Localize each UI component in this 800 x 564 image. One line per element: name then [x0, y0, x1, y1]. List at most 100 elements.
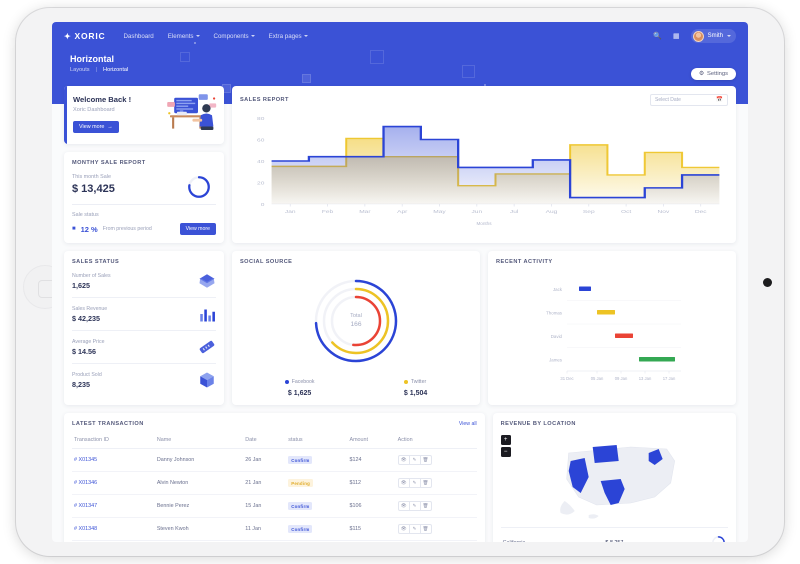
legend-color-dot — [403, 380, 408, 384]
cell-status: Pending — [286, 471, 348, 495]
decor-square-1 — [180, 52, 190, 62]
chevron-down-icon — [727, 35, 731, 37]
svg-text:40: 40 — [257, 160, 264, 165]
recent-activity-card: RECENT ACTIVITY Jack Thomas David James 31 D… — [488, 251, 736, 405]
cell-transaction-id[interactable]: # X01346 — [72, 471, 155, 495]
brand-logo[interactable]: ✦ XORIC — [64, 31, 105, 41]
row-actions: 👁 ✎ 🗑 — [397, 524, 432, 534]
nav-label: Dashboard — [123, 32, 154, 40]
trash-icon[interactable]: 🗑 — [419, 455, 432, 465]
sales-status-value: $ 14.56 — [72, 346, 96, 356]
dashboard-content: Welcome Back ! Xoric Dashboard View more… — [52, 86, 748, 542]
pencil-icon[interactable]: ✎ — [408, 455, 421, 465]
cell-name: Bryan Roark — [154, 540, 244, 542]
column-action: Action — [395, 432, 477, 449]
cell-amount: $124 — [347, 448, 396, 472]
zoom-in-button[interactable]: + — [500, 435, 511, 445]
workspace-illustration — [167, 94, 217, 130]
map-state-california[interactable] — [568, 458, 589, 493]
svg-text:Jun: Jun — [472, 210, 483, 215]
trash-icon[interactable]: 🗑 — [419, 524, 432, 534]
svg-text:05 Jan: 05 Jan — [591, 376, 604, 381]
welcome-view-more-button[interactable]: View more → — [73, 121, 119, 133]
settings-label: Settings — [707, 71, 728, 77]
decor-dot-3 — [484, 84, 486, 86]
latest-transaction-header: LATEST TRANSACTION View all — [72, 421, 477, 427]
cell-transaction-id[interactable]: # X01345 — [72, 448, 155, 472]
pencil-icon[interactable]: ✎ — [408, 478, 421, 488]
nav-label: Extra pages — [268, 32, 302, 40]
location-value: $ 8,257 — [605, 540, 681, 543]
date-picker[interactable]: Select Date 📅 — [650, 94, 728, 106]
svg-text:60: 60 — [257, 138, 264, 143]
svg-text:80: 80 — [257, 117, 264, 122]
sales-report-card: SALES REPORT Select Date 📅 0 20 40 60 80 Jan F… — [232, 86, 736, 243]
top-navigation-bar: ✦ XORIC Dashboard Elements Components — [52, 22, 748, 50]
pencil-icon[interactable]: ✎ — [408, 501, 421, 511]
nav-item-elements[interactable]: Elements — [168, 33, 200, 40]
grid-apps-icon[interactable]: ▦ — [673, 33, 680, 40]
decor-square-3 — [302, 74, 311, 83]
monthly-sale-body: This month Sale $ 13,425 — [72, 174, 216, 198]
svg-text:Apr: Apr — [397, 210, 407, 215]
diamond-icon: ✦ — [64, 31, 72, 41]
usa-map: + − — [500, 431, 728, 527]
svg-text:17 Jan: 17 Jan — [663, 376, 676, 381]
decor-square-5 — [462, 65, 475, 78]
svg-text:20: 20 — [257, 181, 264, 186]
tablet-device-frame: ✦ XORIC Dashboard Elements Components — [16, 8, 784, 556]
nav-item-extra-pages[interactable]: Extra pages — [269, 33, 308, 40]
search-icon[interactable]: 🔍 — [653, 33, 663, 40]
sales-status-item: Sales Revenue $ 42,235 — [72, 298, 216, 331]
trash-icon[interactable]: 🗑 — [419, 478, 432, 488]
zoom-out-button[interactable]: − — [500, 447, 511, 457]
cell-name: Alvin Newton — [154, 471, 244, 495]
svg-text:09 Jan: 09 Jan — [615, 376, 628, 381]
breadcrumb-item-layouts[interactable]: Layouts — [70, 67, 90, 73]
monthly-sale-metric-label: This month Sale — [72, 174, 111, 180]
arrow-right-icon: → — [107, 124, 113, 130]
nav-item-components[interactable]: Components — [214, 33, 255, 40]
table-header: Transaction ID Name Date status Amount A… — [72, 432, 477, 449]
map-hawaii — [588, 514, 599, 519]
map-state-washington[interactable] — [592, 445, 619, 463]
cell-transaction-id[interactable]: # X01347 — [72, 494, 155, 518]
legend-item-twitter: Twitter $ 1,504 — [403, 379, 427, 397]
avatar — [692, 30, 704, 42]
monthly-sale-view-more-button[interactable]: View more — [179, 223, 216, 235]
date-placeholder: Select Date — [655, 97, 681, 103]
row-bottom: LATEST TRANSACTION View all Transaction … — [64, 413, 736, 542]
trash-icon[interactable]: 🗑 — [419, 501, 432, 511]
row-middle: SALES STATUS Number of Sales 1,625 Sales R… — [64, 251, 736, 405]
recent-activity-title: RECENT ACTIVITY — [496, 259, 553, 265]
legend-label: Facebook — [291, 379, 315, 385]
map-state-texas[interactable] — [600, 479, 625, 505]
page-title: Horizontal — [70, 54, 114, 64]
svg-text:Nov: Nov — [658, 210, 670, 215]
calendar-icon: 📅 — [716, 97, 723, 103]
map-state-newyork[interactable] — [648, 449, 663, 465]
sales-status-value: 1,625 — [72, 280, 90, 290]
nav-item-dashboard[interactable]: Dashboard — [123, 33, 153, 40]
settings-button[interactable]: ⚙ Settings — [690, 68, 736, 80]
column-amount: Amount — [347, 432, 396, 449]
camera-dot — [763, 278, 772, 287]
user-name: Smith — [707, 33, 723, 39]
user-menu[interactable]: Smith — [690, 29, 736, 43]
radial-center-text: Total 166 — [240, 313, 472, 328]
column-date: Date — [243, 432, 287, 449]
social-source-legend: Facebook $ 1,625 Twitter $ 1,504 — [240, 379, 472, 397]
sales-status-label: Number of Sales — [72, 272, 111, 279]
main-nav: Dashboard Elements Components Extra page… — [123, 33, 308, 40]
sales-report-svg: 0 20 40 60 80 Jan Feb Mar Apr May Jun Jul Aug Sep Oct N… — [257, 117, 720, 215]
cell-transaction-id[interactable]: # X01348 — [72, 517, 155, 541]
monthly-sale-progress-ring — [188, 176, 210, 198]
sale-status-label: Sale status — [72, 212, 99, 218]
view-all-link[interactable]: View all — [458, 421, 477, 427]
gear-icon: ⚙ — [698, 71, 705, 77]
sale-status-row: ■ 12 % From previous period View more — [72, 223, 216, 235]
sales-report-header: SALES REPORT Select Date 📅 — [240, 94, 728, 106]
pencil-icon[interactable]: ✎ — [408, 524, 421, 534]
cell-name: Danny Johnson — [154, 448, 244, 472]
cell-transaction-id[interactable]: # X01349 — [72, 540, 155, 542]
